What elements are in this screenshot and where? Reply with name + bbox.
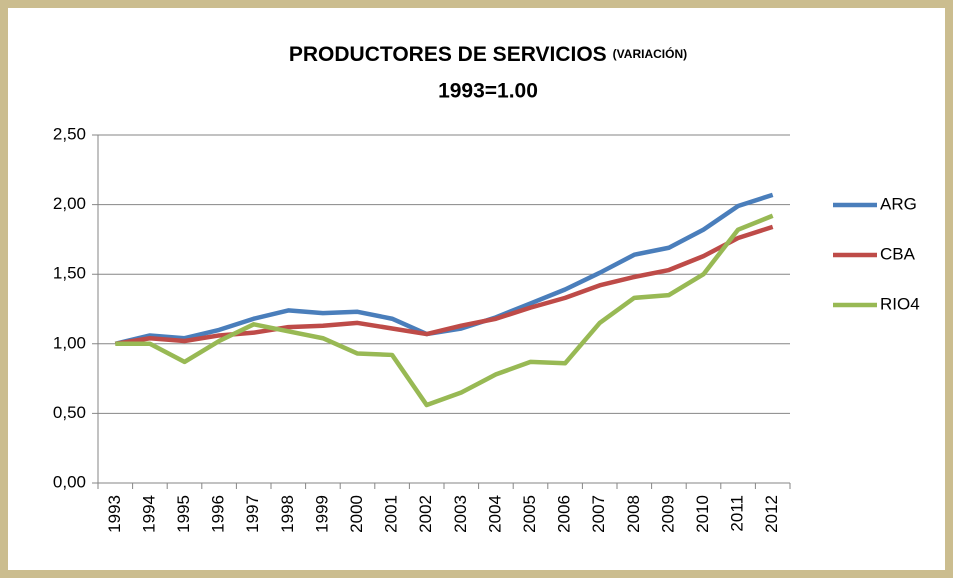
chart-title: PRODUCTORES DE SERVICIOS (289, 43, 607, 66)
x-tick-label: 2011 (728, 495, 747, 532)
x-tick-label: 2012 (762, 495, 781, 533)
x-tick-label: 2004 (485, 495, 504, 533)
series-line (115, 213, 774, 408)
y-tick-label: 0,50 (53, 403, 86, 422)
y-tick-label: 2,00 (53, 194, 86, 213)
x-tick-label: 1997 (243, 495, 262, 533)
y-tick-label: 1,50 (53, 264, 86, 283)
legend-label: RIO4 (880, 294, 920, 313)
x-tick-label: 2009 (658, 495, 677, 533)
x-tick-label: 2006 (555, 495, 574, 533)
x-tick-label: 1998 (278, 495, 297, 533)
chart-subtitle: 1993=1.00 (438, 80, 538, 103)
chart-area (8, 8, 945, 570)
x-tick-label: 2010 (693, 495, 712, 533)
x-tick-label: 1994 (139, 495, 158, 533)
title-line: PRODUCTORES DE SERVICIOS (VARIACIÓN) (289, 43, 687, 66)
x-tick-label: 1999 (312, 495, 331, 533)
x-tick-label: 2001 (382, 495, 401, 533)
x-tick-label: 1996 (209, 495, 228, 533)
x-tick-label: 2000 (347, 495, 366, 533)
x-tick-label: 2007 (589, 495, 608, 533)
legend-label: ARG (880, 194, 917, 213)
series-line (114, 224, 774, 347)
x-tick-label: 2003 (451, 495, 470, 533)
legend-label: CBA (880, 244, 916, 263)
y-tick-label: 2,50 (53, 124, 86, 143)
title-note: (VARIACIÓN) (613, 46, 687, 61)
x-tick-label: 1993 (105, 495, 124, 533)
x-tick-label: 2005 (520, 495, 539, 533)
x-tick-label: 2008 (624, 495, 643, 533)
x-tick-label: 2002 (416, 495, 435, 533)
y-tick-label: 0,00 (53, 472, 86, 491)
y-tick-label: 1,00 (53, 333, 86, 352)
x-tick-label: 1995 (174, 495, 193, 533)
